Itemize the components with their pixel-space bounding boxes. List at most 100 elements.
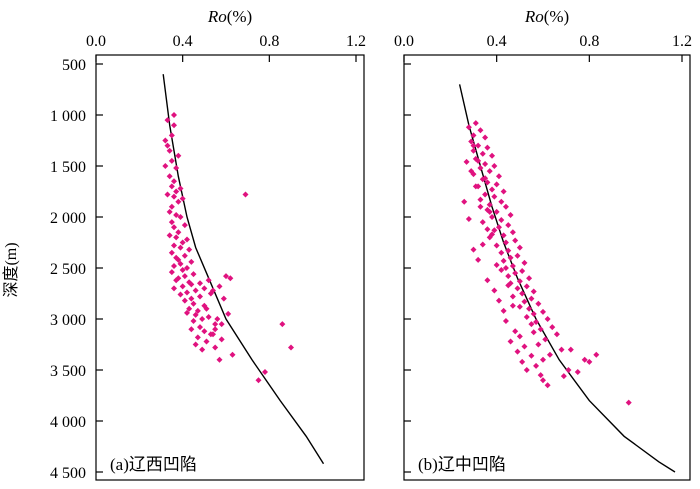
- data-point: [528, 352, 535, 359]
- data-point: [188, 326, 195, 333]
- data-point: [493, 242, 500, 249]
- data-point: [207, 290, 214, 297]
- data-point: [223, 273, 229, 280]
- data-point: [164, 191, 171, 198]
- data-point: [190, 318, 197, 325]
- data-point: [166, 208, 173, 215]
- data-point: [507, 254, 514, 261]
- data-point: [505, 222, 512, 229]
- data-point: [519, 268, 526, 275]
- data-point: [171, 112, 177, 118]
- data-point: [558, 346, 565, 353]
- data-point: [475, 157, 482, 164]
- data-point: [500, 257, 507, 264]
- data-point: [192, 287, 199, 294]
- data-point: [168, 249, 175, 256]
- data-point: [567, 346, 574, 353]
- data-point: [203, 305, 210, 312]
- data-point: [171, 122, 177, 129]
- data-point: [489, 152, 496, 159]
- x-tick-label: 1.2: [672, 33, 692, 50]
- data-point: [173, 211, 180, 218]
- data-point: [477, 165, 484, 172]
- data-point: [512, 328, 519, 335]
- data-point: [516, 303, 523, 310]
- data-point: [173, 277, 180, 284]
- data-point: [540, 308, 546, 315]
- data-point: [168, 183, 175, 190]
- data-point: [177, 214, 184, 220]
- data-point: [509, 302, 516, 309]
- data-point: [493, 181, 500, 188]
- data-point: [479, 241, 486, 248]
- data-point: [477, 127, 484, 134]
- data-point: [493, 208, 500, 215]
- data-point: [192, 341, 199, 348]
- data-point: [489, 186, 496, 193]
- data-point: [199, 346, 206, 353]
- data-point: [528, 321, 535, 328]
- x-axis-label-unit: (%): [544, 7, 569, 26]
- data-point: [493, 261, 500, 268]
- panel-liaoxi: 0.0 0.4 0.8 1.2 500 1 000 1 500 2 000 2 500 3 000…: [50, 7, 366, 482]
- data-point: [194, 334, 201, 341]
- panel-label: (a)辽西凹陷: [110, 455, 197, 474]
- data-point: [477, 196, 484, 203]
- data-point: [470, 142, 477, 149]
- x-tick-label: 0.8: [579, 33, 599, 50]
- data-point: [218, 336, 225, 343]
- data-point: [168, 269, 175, 276]
- data-point: [472, 183, 479, 190]
- data-point: [181, 273, 188, 280]
- x-tick-label: 0.0: [86, 33, 106, 50]
- y-tick-label: 3 000: [50, 312, 86, 329]
- data-point: [173, 188, 180, 195]
- data-point: [521, 298, 528, 305]
- data-point: [495, 297, 502, 304]
- data-point: [214, 316, 221, 322]
- data-point: [507, 338, 514, 345]
- data-point: [489, 214, 496, 220]
- data-point: [484, 144, 491, 151]
- data-point: [479, 219, 486, 226]
- data-point: [470, 147, 477, 154]
- data-point: [205, 277, 212, 284]
- y-tick-label: 500: [62, 57, 86, 74]
- data-point: [179, 267, 186, 274]
- data-point: [288, 344, 294, 351]
- data-point: [512, 237, 519, 244]
- data-point: [188, 295, 195, 302]
- data-point: [544, 316, 551, 322]
- y-axis-label: 深度(m): [2, 242, 20, 297]
- panel-label: (b)辽中凹陷: [418, 455, 506, 474]
- data-point: [171, 262, 177, 269]
- data-point: [181, 252, 188, 259]
- data-point: [574, 369, 581, 376]
- data-point: [528, 295, 535, 302]
- x-axis-label: Ro(%): [207, 7, 252, 26]
- y-tick-label: 1 500: [50, 159, 86, 176]
- data-point: [186, 305, 193, 312]
- data-point: [220, 295, 227, 302]
- data-point: [486, 208, 493, 215]
- data-point: [484, 179, 491, 186]
- data-point: [216, 283, 223, 290]
- data-point: [201, 285, 208, 292]
- data-point: [537, 326, 544, 333]
- data-point: [184, 265, 190, 271]
- data-point: [199, 316, 206, 322]
- data-point: [509, 229, 516, 236]
- data-point: [540, 356, 546, 363]
- data-point: [177, 291, 184, 298]
- data-point: [482, 191, 489, 198]
- data-point: [482, 134, 489, 141]
- data-point: [177, 244, 184, 251]
- data-point: [495, 173, 502, 180]
- data-point: [516, 333, 523, 340]
- data-point: [203, 338, 210, 345]
- data-point: [484, 277, 491, 284]
- data-point: [171, 193, 177, 200]
- data-point: [581, 356, 588, 363]
- data-point: [516, 278, 523, 285]
